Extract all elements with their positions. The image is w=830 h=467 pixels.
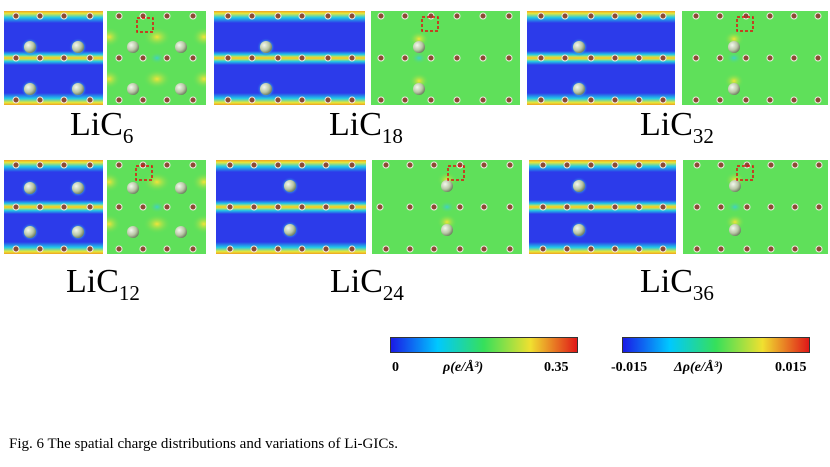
density-colorbar-max: 0.35 bbox=[544, 360, 569, 375]
label-lic6: LiC6 bbox=[70, 106, 134, 148]
difference-panel-lic18 bbox=[371, 11, 520, 105]
difference-panel-lic32 bbox=[682, 11, 828, 105]
difference-panel-lic36 bbox=[683, 160, 828, 254]
difference-colorbar bbox=[622, 337, 810, 353]
difference-panel-lic24 bbox=[372, 160, 522, 254]
density-panel-lic36 bbox=[529, 160, 676, 254]
density-colorbar bbox=[390, 337, 578, 353]
label-lic12: LiC12 bbox=[66, 263, 140, 305]
difference-panel-lic12 bbox=[107, 160, 206, 254]
label-lic32: LiC32 bbox=[640, 106, 714, 148]
density-panel-lic32 bbox=[527, 11, 675, 105]
difference-panel-lic6 bbox=[107, 11, 206, 105]
density-panel-lic6 bbox=[4, 11, 103, 105]
figure-caption: Fig. 6 The spatial charge distributions … bbox=[9, 436, 398, 452]
density-panel-lic18 bbox=[214, 11, 365, 105]
density-panel-lic12 bbox=[4, 160, 103, 254]
density-colorbar-min: 0 bbox=[392, 360, 399, 375]
difference-colorbar-min: -0.015 bbox=[611, 360, 648, 375]
difference-colorbar-max: 0.015 bbox=[775, 360, 807, 375]
label-lic24: LiC24 bbox=[330, 263, 404, 305]
difference-colorbar-symbol: Δρ(e/Å³) bbox=[674, 360, 723, 375]
label-lic18: LiC18 bbox=[329, 106, 403, 148]
density-panel-lic24 bbox=[216, 160, 366, 254]
label-lic36: LiC36 bbox=[640, 263, 714, 305]
density-colorbar-symbol: ρ(e/Å³) bbox=[443, 360, 484, 375]
